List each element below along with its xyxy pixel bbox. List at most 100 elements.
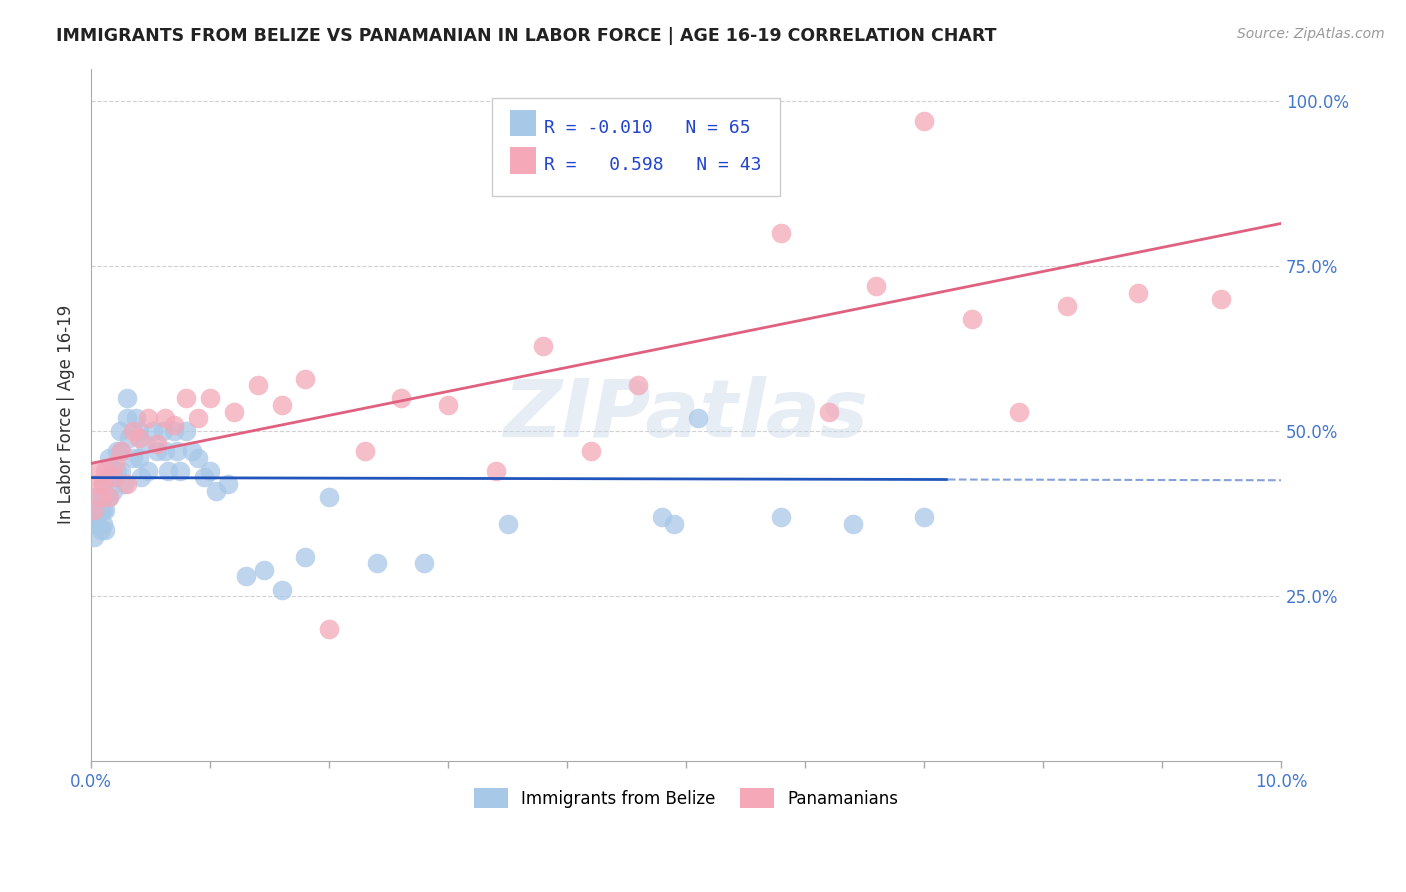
Point [270, 582, 292, 597]
Point [91, 477, 114, 491]
Point [437, 398, 460, 412]
Point [83, 490, 105, 504]
Point [662, 516, 685, 531]
Point [166, 444, 188, 458]
Point [98, 490, 121, 504]
Point [86, 516, 108, 531]
Point [110, 464, 132, 478]
Point [87, 464, 110, 478]
Point [101, 464, 124, 478]
Point [627, 378, 650, 392]
Point [136, 411, 159, 425]
Point [176, 425, 198, 439]
Point [198, 464, 221, 478]
Point [115, 477, 138, 491]
Point [136, 464, 159, 478]
Point [181, 444, 204, 458]
Point [865, 279, 887, 293]
Point [128, 431, 150, 445]
Point [129, 470, 152, 484]
Point [770, 510, 793, 524]
Point [83, 530, 105, 544]
Point [91, 503, 114, 517]
Text: IMMIGRANTS FROM BELIZE VS PANAMANIAN IN LABOR FORCE | AGE 16-19 CORRELATION CHAR: IMMIGRANTS FROM BELIZE VS PANAMANIAN IN … [56, 27, 997, 45]
Point [90, 490, 112, 504]
Point [579, 444, 602, 458]
Point [153, 411, 176, 425]
Point [1211, 293, 1233, 307]
Point [318, 490, 340, 504]
Point [128, 425, 150, 439]
Point [91, 516, 114, 531]
Point [145, 437, 167, 451]
Point [83, 516, 105, 531]
Point [294, 549, 316, 564]
Point [187, 450, 209, 465]
Point [142, 425, 165, 439]
Point [101, 470, 124, 484]
Point [318, 622, 340, 636]
Legend: Immigrants from Belize, Panamanians: Immigrants from Belize, Panamanians [468, 781, 904, 815]
Point [84, 477, 107, 491]
Point [163, 425, 186, 439]
Point [912, 114, 935, 128]
Point [353, 444, 375, 458]
Point [222, 404, 245, 418]
Point [110, 444, 132, 458]
Point [485, 464, 508, 478]
Point [101, 483, 124, 498]
Point [246, 378, 269, 392]
Point [90, 523, 112, 537]
Point [675, 114, 697, 128]
Point [163, 417, 186, 432]
Point [98, 470, 121, 484]
Point [83, 510, 105, 524]
Point [1008, 404, 1031, 418]
Point [389, 392, 412, 406]
Point [115, 392, 138, 406]
Point [152, 425, 174, 439]
Point [960, 312, 983, 326]
Point [91, 490, 114, 504]
Y-axis label: In Labor Force | Age 16-19: In Labor Force | Age 16-19 [58, 305, 75, 524]
Point [496, 516, 519, 531]
Point [105, 444, 128, 458]
Point [121, 450, 143, 465]
Point [198, 392, 221, 406]
Point [176, 392, 198, 406]
Point [153, 444, 176, 458]
Point [98, 450, 121, 465]
Point [91, 477, 114, 491]
Point [205, 483, 228, 498]
Point [83, 503, 105, 517]
Point [531, 338, 554, 352]
Text: ZIPatlas: ZIPatlas [503, 376, 869, 454]
Point [686, 411, 709, 425]
Point [98, 490, 121, 504]
Point [104, 470, 127, 484]
Point [134, 437, 156, 451]
Point [770, 227, 793, 241]
Point [110, 444, 132, 458]
Point [413, 556, 436, 570]
Point [841, 516, 863, 531]
Text: R = -0.010   N = 65: R = -0.010 N = 65 [544, 119, 751, 136]
Text: R =   0.598   N = 43: R = 0.598 N = 43 [544, 156, 762, 174]
Point [114, 477, 136, 491]
Point [235, 569, 257, 583]
Point [105, 464, 128, 478]
Point [121, 425, 143, 439]
Point [169, 464, 191, 478]
Point [94, 464, 117, 478]
Point [366, 556, 388, 570]
Point [90, 503, 112, 517]
Text: Source: ZipAtlas.com: Source: ZipAtlas.com [1237, 27, 1385, 41]
Point [157, 464, 180, 478]
Point [115, 411, 138, 425]
Point [193, 470, 215, 484]
Point [104, 457, 127, 471]
Point [1128, 285, 1150, 300]
Point [94, 503, 117, 517]
Point [294, 371, 316, 385]
Point [217, 477, 239, 491]
